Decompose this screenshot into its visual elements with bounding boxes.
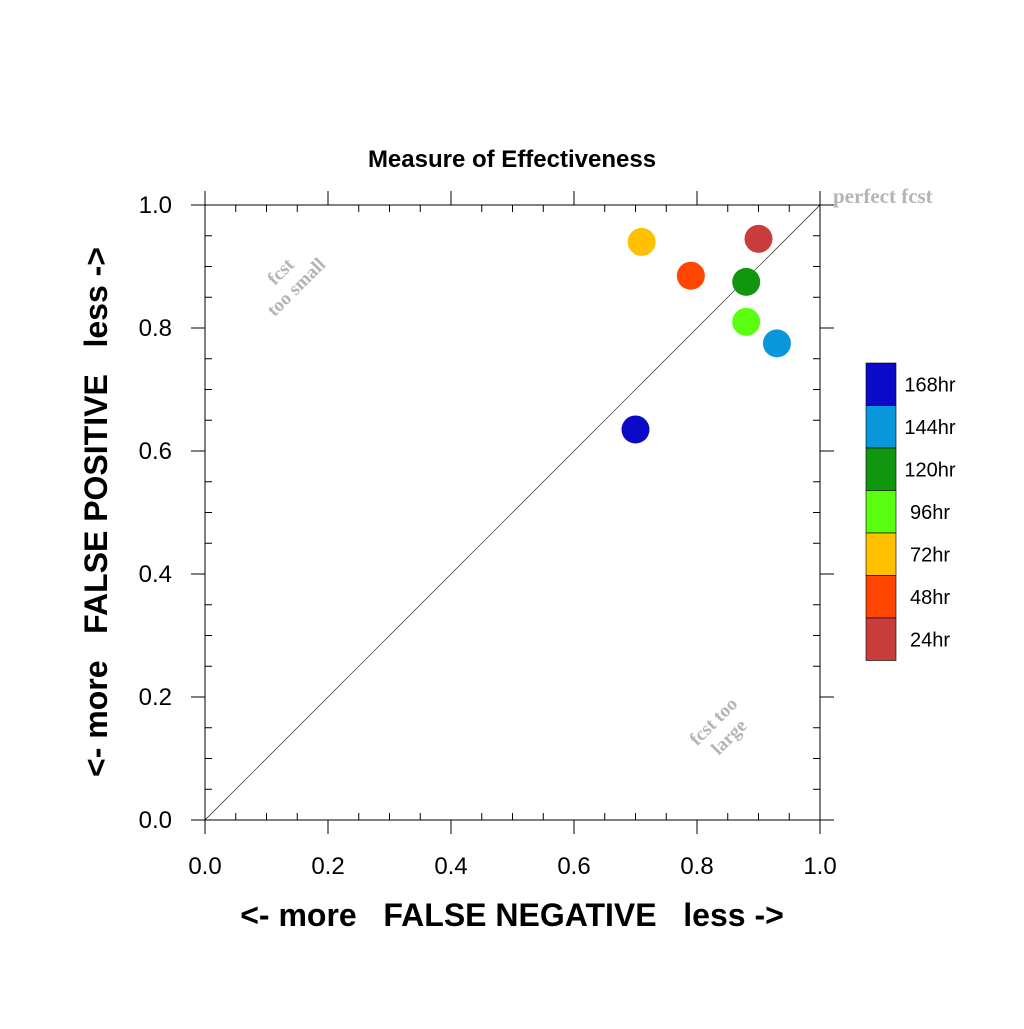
legend-swatch-48hr <box>865 575 897 619</box>
legend-label-96hr: 96hr <box>910 502 950 524</box>
legend-swatch-144hr <box>865 405 897 449</box>
y-tick-label: 1.0 <box>139 192 172 219</box>
plot-area <box>191 191 834 834</box>
data-points <box>621 224 791 444</box>
x-tick-label: 0.0 <box>188 853 221 880</box>
y-tick-labels: 0.0 0.2 0.4 0.6 0.8 1.0 <box>139 192 172 834</box>
data-point-24hr <box>744 224 773 253</box>
data-point-96hr <box>732 307 761 336</box>
chart-title: Measure of Effectiveness <box>368 146 656 173</box>
legend-swatch-96hr <box>865 490 897 534</box>
legend-label-144hr: 144hr <box>904 417 955 439</box>
x-tick-label: 0.2 <box>311 853 344 880</box>
legend-label-24hr: 24hr <box>910 629 950 651</box>
y-axis-label: <- more FALSE POSITIVE less -> <box>78 247 114 777</box>
perfect-forecast-label: perfect fcst <box>833 184 933 208</box>
x-tick-label: 0.8 <box>680 853 713 880</box>
legend-swatch-168hr <box>865 362 897 406</box>
data-point-72hr <box>627 227 656 256</box>
x-axis-label: <- more FALSE NEGATIVE less -> <box>240 897 784 933</box>
y-tick-label: 0.8 <box>139 315 172 342</box>
x-tick-label: 1.0 <box>803 853 836 880</box>
legend-swatch-72hr <box>865 532 897 576</box>
axis-ticks <box>191 191 834 834</box>
legend-swatch-120hr <box>865 447 897 491</box>
legend: 168hr 144hr 120hr 96hr 72hr 48hr 24hr <box>865 362 956 661</box>
too-large-annotation: fcst too large <box>686 694 752 760</box>
data-point-168hr <box>621 415 650 444</box>
x-tick-label: 0.6 <box>557 853 590 880</box>
legend-label-168hr: 168hr <box>904 374 955 396</box>
data-point-120hr <box>732 267 761 296</box>
legend-label-48hr: 48hr <box>910 587 950 609</box>
y-tick-label: 0.2 <box>139 684 172 711</box>
y-tick-label: 0.4 <box>139 561 172 588</box>
x-tick-labels: 0.0 0.2 0.4 0.6 0.8 1.0 <box>188 853 836 880</box>
x-tick-label: 0.4 <box>434 853 467 880</box>
data-point-48hr <box>676 261 705 290</box>
too-small-annotation: fcst too small <box>263 254 330 321</box>
y-tick-label: 0.6 <box>139 438 172 465</box>
legend-label-72hr: 72hr <box>910 544 950 566</box>
perfect-forecast-line <box>204 204 821 821</box>
legend-label-120hr: 120hr <box>904 459 955 481</box>
y-tick-label: 0.0 <box>139 807 172 834</box>
data-point-144hr <box>762 329 791 358</box>
legend-swatch-24hr <box>865 617 897 661</box>
